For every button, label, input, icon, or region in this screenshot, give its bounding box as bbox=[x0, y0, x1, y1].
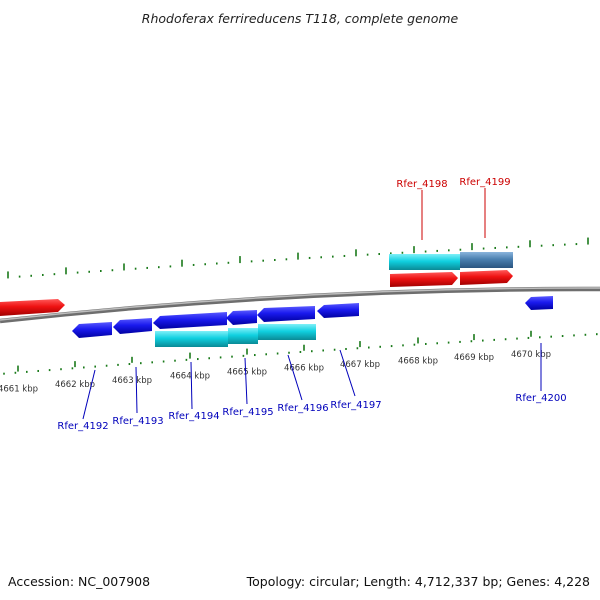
rfer-4195-arrow[interactable] bbox=[226, 310, 257, 325]
leader-line bbox=[287, 354, 303, 401]
tick-label: 4661 kbp bbox=[0, 385, 38, 395]
leader-line bbox=[339, 349, 356, 397]
gene-label-rfer-4197[interactable]: Rfer_4197 bbox=[330, 400, 381, 411]
operon-track bbox=[155, 252, 513, 347]
rfer-4197-arrow[interactable] bbox=[317, 303, 359, 318]
rfer-4193-arrow[interactable] bbox=[113, 318, 152, 334]
tick-label: 4665 kbp bbox=[227, 368, 267, 378]
gene-label-rfer-4192[interactable]: Rfer_4192 bbox=[57, 421, 108, 432]
rfer-4198-arrow[interactable] bbox=[390, 272, 458, 287]
operon-segment[interactable] bbox=[155, 331, 228, 347]
forward-cds-track bbox=[0, 270, 513, 316]
gene-label-rfer-4195[interactable]: Rfer_4195 bbox=[222, 407, 273, 418]
operon-segment[interactable] bbox=[258, 324, 316, 340]
tick-label: 4663 kbp bbox=[112, 376, 152, 386]
accession-text: Accession: NC_007908 bbox=[8, 574, 151, 589]
gene-label-rfer-4193[interactable]: Rfer_4193 bbox=[112, 416, 163, 427]
rfer-4194-arrow[interactable] bbox=[153, 312, 227, 329]
tick-label: 4664 kbp bbox=[170, 372, 210, 382]
gene-label-rfer-4194[interactable]: Rfer_4194 bbox=[168, 411, 219, 422]
genome-backbone-highlight bbox=[0, 287, 600, 321]
leader-line bbox=[190, 361, 193, 410]
reverse-cds-track bbox=[72, 296, 553, 338]
upper-tick-row bbox=[7, 237, 589, 279]
tick-label: 4668 kbp bbox=[398, 356, 438, 366]
gene-label-rfer-4196[interactable]: Rfer_4196 bbox=[277, 403, 328, 414]
tick-label: 4670 kbp bbox=[511, 350, 551, 360]
operon-segment[interactable] bbox=[389, 254, 460, 270]
operon-segment[interactable] bbox=[228, 328, 258, 344]
forward-cds-arrow[interactable] bbox=[0, 299, 65, 316]
leader-line bbox=[244, 357, 248, 405]
genome-backbone bbox=[0, 286, 600, 324]
gene-labels: Rfer_4192 Rfer_4193 Rfer_4194 Rfer_4195 … bbox=[57, 177, 566, 432]
gene-label-rfer-4199[interactable]: Rfer_4199 bbox=[459, 177, 510, 188]
genome-summary-text: Topology: circular; Length: 4,712,337 bp… bbox=[246, 574, 590, 589]
gene-label-rfer-4198[interactable]: Rfer_4198 bbox=[396, 179, 447, 190]
tick-label: 4669 kbp bbox=[454, 353, 494, 363]
operon-segment[interactable] bbox=[460, 252, 513, 268]
leader-line bbox=[135, 366, 138, 414]
leader-line bbox=[82, 369, 96, 420]
rfer-4200-arrow[interactable] bbox=[525, 296, 553, 310]
map-title: Rhodoferax ferrireducens T118, complete … bbox=[142, 11, 459, 26]
rfer-4196-arrow[interactable] bbox=[257, 306, 315, 322]
rfer-4192-arrow[interactable] bbox=[72, 322, 112, 338]
tick-label: 4667 kbp bbox=[340, 360, 380, 370]
gene-label-leaders bbox=[82, 188, 542, 420]
tick-label: 4666 kbp bbox=[284, 364, 324, 374]
rfer-4199-arrow[interactable] bbox=[460, 270, 513, 285]
gene-label-rfer-4200[interactable]: Rfer_4200 bbox=[515, 393, 566, 404]
tick-label: 4662 kbp bbox=[55, 380, 95, 390]
lower-tick-row: 4661 kbp 4662 kbp 4663 kbp 4664 kbp 4665 kbp… bbox=[0, 330, 598, 395]
